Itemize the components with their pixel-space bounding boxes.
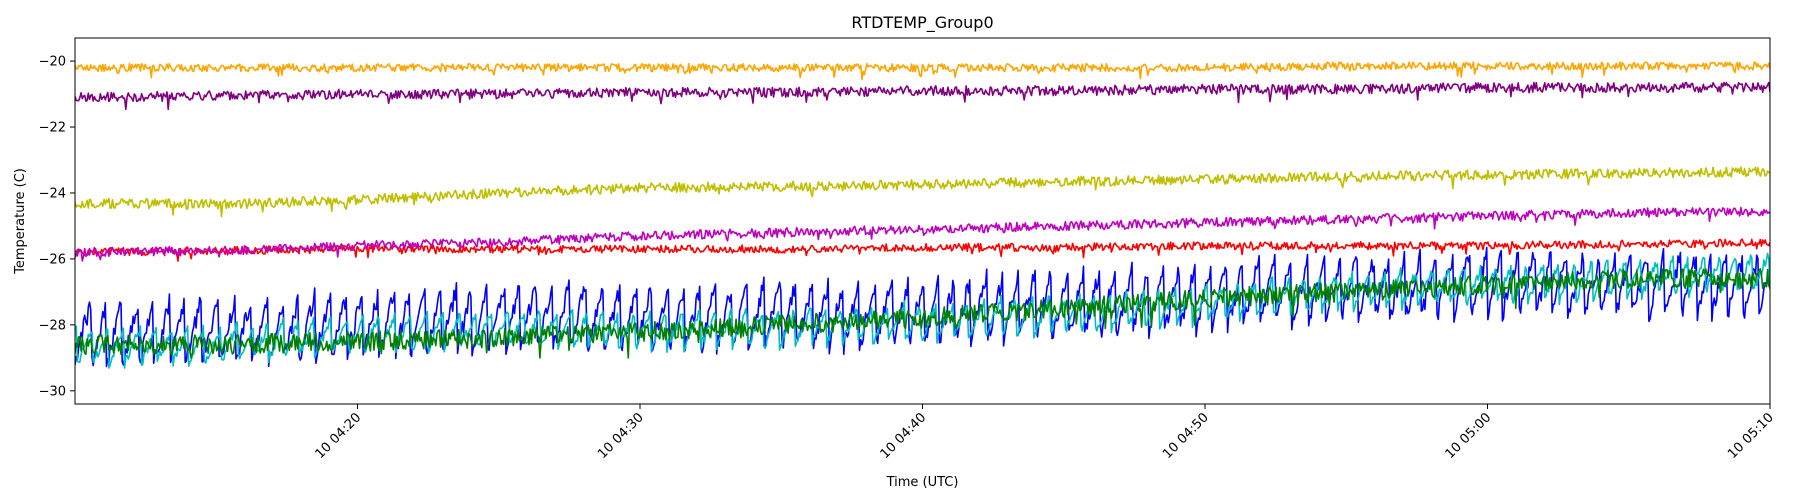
y-axis-label: Temperature (C) bbox=[13, 168, 28, 275]
series-line-4 bbox=[75, 238, 1770, 262]
chart-title: RTDTEMP_Group0 bbox=[851, 13, 993, 33]
y-tick-label: −24 bbox=[39, 186, 66, 201]
y-tick-label: −22 bbox=[39, 121, 66, 136]
y-tick-label: −26 bbox=[39, 252, 66, 267]
y-tick-label: −28 bbox=[39, 318, 66, 333]
x-axis-label: Time (UTC) bbox=[886, 475, 959, 490]
plot-area bbox=[75, 61, 1770, 369]
plot-frame bbox=[74, 37, 1771, 405]
y-tick-label: −30 bbox=[39, 384, 66, 399]
series-line-5 bbox=[75, 206, 1770, 262]
series-line-8 bbox=[75, 268, 1770, 360]
series-line-2 bbox=[75, 81, 1770, 111]
series-line-6 bbox=[75, 246, 1770, 368]
y-axis: −20 −22 −24 −26 −28 −30 bbox=[39, 55, 75, 399]
series-line-3 bbox=[75, 166, 1770, 218]
y-tick-label: −20 bbox=[39, 55, 66, 70]
series-line-1 bbox=[75, 61, 1770, 81]
